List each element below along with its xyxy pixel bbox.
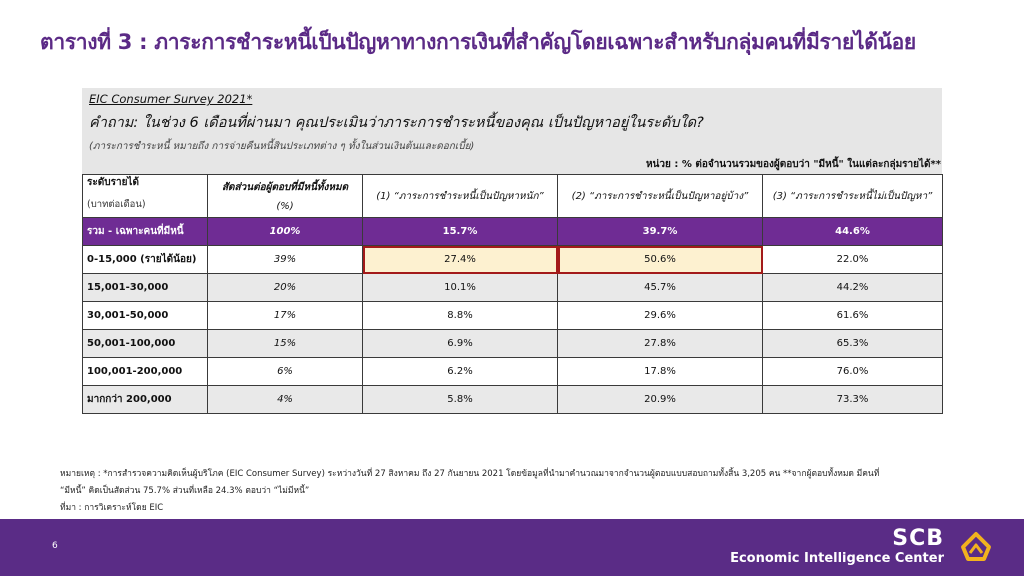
share-cell: 15% [207, 329, 363, 358]
scb-lotus-logo-icon [961, 532, 991, 561]
table-row: 100,001-200,000 6% 6.2% 17.8% 76.0% [82, 357, 943, 386]
value-cell-col1: 8.8% [362, 301, 558, 330]
survey-label: EIC Consumer Survey 2021* [89, 92, 253, 106]
value-cell-col1: 6.9% [362, 329, 558, 358]
value-cell-col3: 61.6% [762, 301, 943, 330]
brand-name: SCB [892, 526, 944, 551]
value-cell-col2: 45.7% [557, 273, 763, 302]
share-cell: 39% [207, 245, 363, 274]
share-cell: 6% [207, 357, 363, 386]
brand-subtitle: Economic Intelligence Center [730, 551, 944, 566]
footer-bar: 6 SCB Economic Intelligence Center [0, 519, 1024, 576]
value-cell-col1: 5.8% [362, 385, 558, 414]
total-col2: 39.7% [557, 217, 763, 246]
highlighted-cell-col1: 27.4% [362, 245, 558, 274]
value-cell-col3: 22.0% [762, 245, 943, 274]
income-group-label: 15,001-30,000 [82, 273, 208, 302]
value-cell-col2: 29.6% [557, 301, 763, 330]
source-note: ที่มา : การวิเคราะห์โดย EIC [60, 503, 164, 513]
share-cell: 20% [207, 273, 363, 302]
brand-block: SCB Economic Intelligence Center [730, 527, 944, 567]
total-label: รวม - เฉพาะคนที่มีหนี้ [82, 217, 208, 246]
value-cell-col3: 44.2% [762, 273, 943, 302]
header-income-label: ระดับรายได้ [87, 177, 139, 188]
value-cell-col1: 10.1% [362, 273, 558, 302]
table-row-total: รวม - เฉพาะคนที่มีหนี้ 100% 15.7% 39.7% … [82, 217, 943, 246]
income-group-label: 30,001-50,000 [82, 301, 208, 330]
table-header-row: ระดับรายได้ (บาทต่อเดือน) สัดส่วนต่อผู้ต… [82, 174, 943, 218]
total-col3: 44.6% [762, 217, 943, 246]
header-col1: (1) “ภาระการชำระหนี้เป็นปัญหาหนัก” [362, 174, 558, 218]
income-group-label: 100,001-200,000 [82, 357, 208, 386]
unit-note: หน่วย : % ต่อจำนวนรวมของผู้ตอบว่า "มีหนี… [645, 159, 941, 170]
income-group-label: มากกว่า 200,000 [82, 385, 208, 414]
table-row: 0-15,000 (รายได้น้อย) 39% 27.4% 50.6% 22… [82, 245, 943, 274]
page-title: ตารางที่ 3 : ภาระการชำระหนี้เป็นปัญหาทาง… [40, 30, 916, 54]
highlighted-cell-col2: 50.6% [557, 245, 763, 274]
value-cell-col3: 76.0% [762, 357, 943, 386]
value-cell-col2: 17.8% [557, 357, 763, 386]
income-group-label: 0-15,000 (รายได้น้อย) [82, 245, 208, 274]
value-cell-col2: 27.8% [557, 329, 763, 358]
total-col1: 15.7% [362, 217, 558, 246]
share-cell: 4% [207, 385, 363, 414]
table-row: มากกว่า 200,000 4% 5.8% 20.9% 73.3% [82, 385, 943, 414]
value-cell-col3: 73.3% [762, 385, 943, 414]
table-row: 50,001-100,000 15% 6.9% 27.8% 65.3% [82, 329, 943, 358]
header-col2: (2) “ภาระการชำระหนี้เป็นปัญหาอยู่บ้าง” [557, 174, 763, 218]
header-income-level: ระดับรายได้ (บาทต่อเดือน) [82, 174, 208, 218]
header-share-unit: (%) [276, 201, 294, 212]
header-share-label: สัดส่วนต่อผู้ตอบที่มีหนี้ทั้งหมด [221, 182, 349, 193]
footnote-line1: หมายเหตุ : *การสำรวจความคิดเห็นผู้บริโภค… [60, 469, 880, 479]
footnotes: หมายเหตุ : *การสำรวจความคิดเห็นผู้บริโภค… [60, 466, 879, 517]
page-number: 6 [52, 541, 58, 551]
survey-question: คำถาม: ในช่วง 6 เดือนที่ผ่านมา คุณประเมิ… [89, 115, 704, 131]
header-col3: (3) “ภาระการชำระหนี้ไม่เป็นปัญหา” [762, 174, 943, 218]
income-group-label: 50,001-100,000 [82, 329, 208, 358]
header-share: สัดส่วนต่อผู้ตอบที่มีหนี้ทั้งหมด (%) [207, 174, 363, 218]
value-cell-col2: 20.9% [557, 385, 763, 414]
value-cell-col1: 6.2% [362, 357, 558, 386]
table-row: 15,001-30,000 20% 10.1% 45.7% 44.2% [82, 273, 943, 302]
header-income-unit: (บาทต่อเดือน) [87, 199, 146, 210]
table-row: 30,001-50,000 17% 8.8% 29.6% 61.6% [82, 301, 943, 330]
value-cell-col3: 65.3% [762, 329, 943, 358]
share-cell: 17% [207, 301, 363, 330]
debt-burden-table: ระดับรายได้ (บาทต่อเดือน) สัดส่วนต่อผู้ต… [82, 174, 943, 414]
definition-note: (ภาระการชำระหนี้ หมายถึง การจ่ายคืนหนี้ส… [89, 141, 475, 152]
total-share: 100% [207, 217, 363, 246]
footnote-line2: “มีหนี้” คิดเป็นสัดส่วน 75.7% ส่วนที่เหล… [60, 486, 310, 496]
